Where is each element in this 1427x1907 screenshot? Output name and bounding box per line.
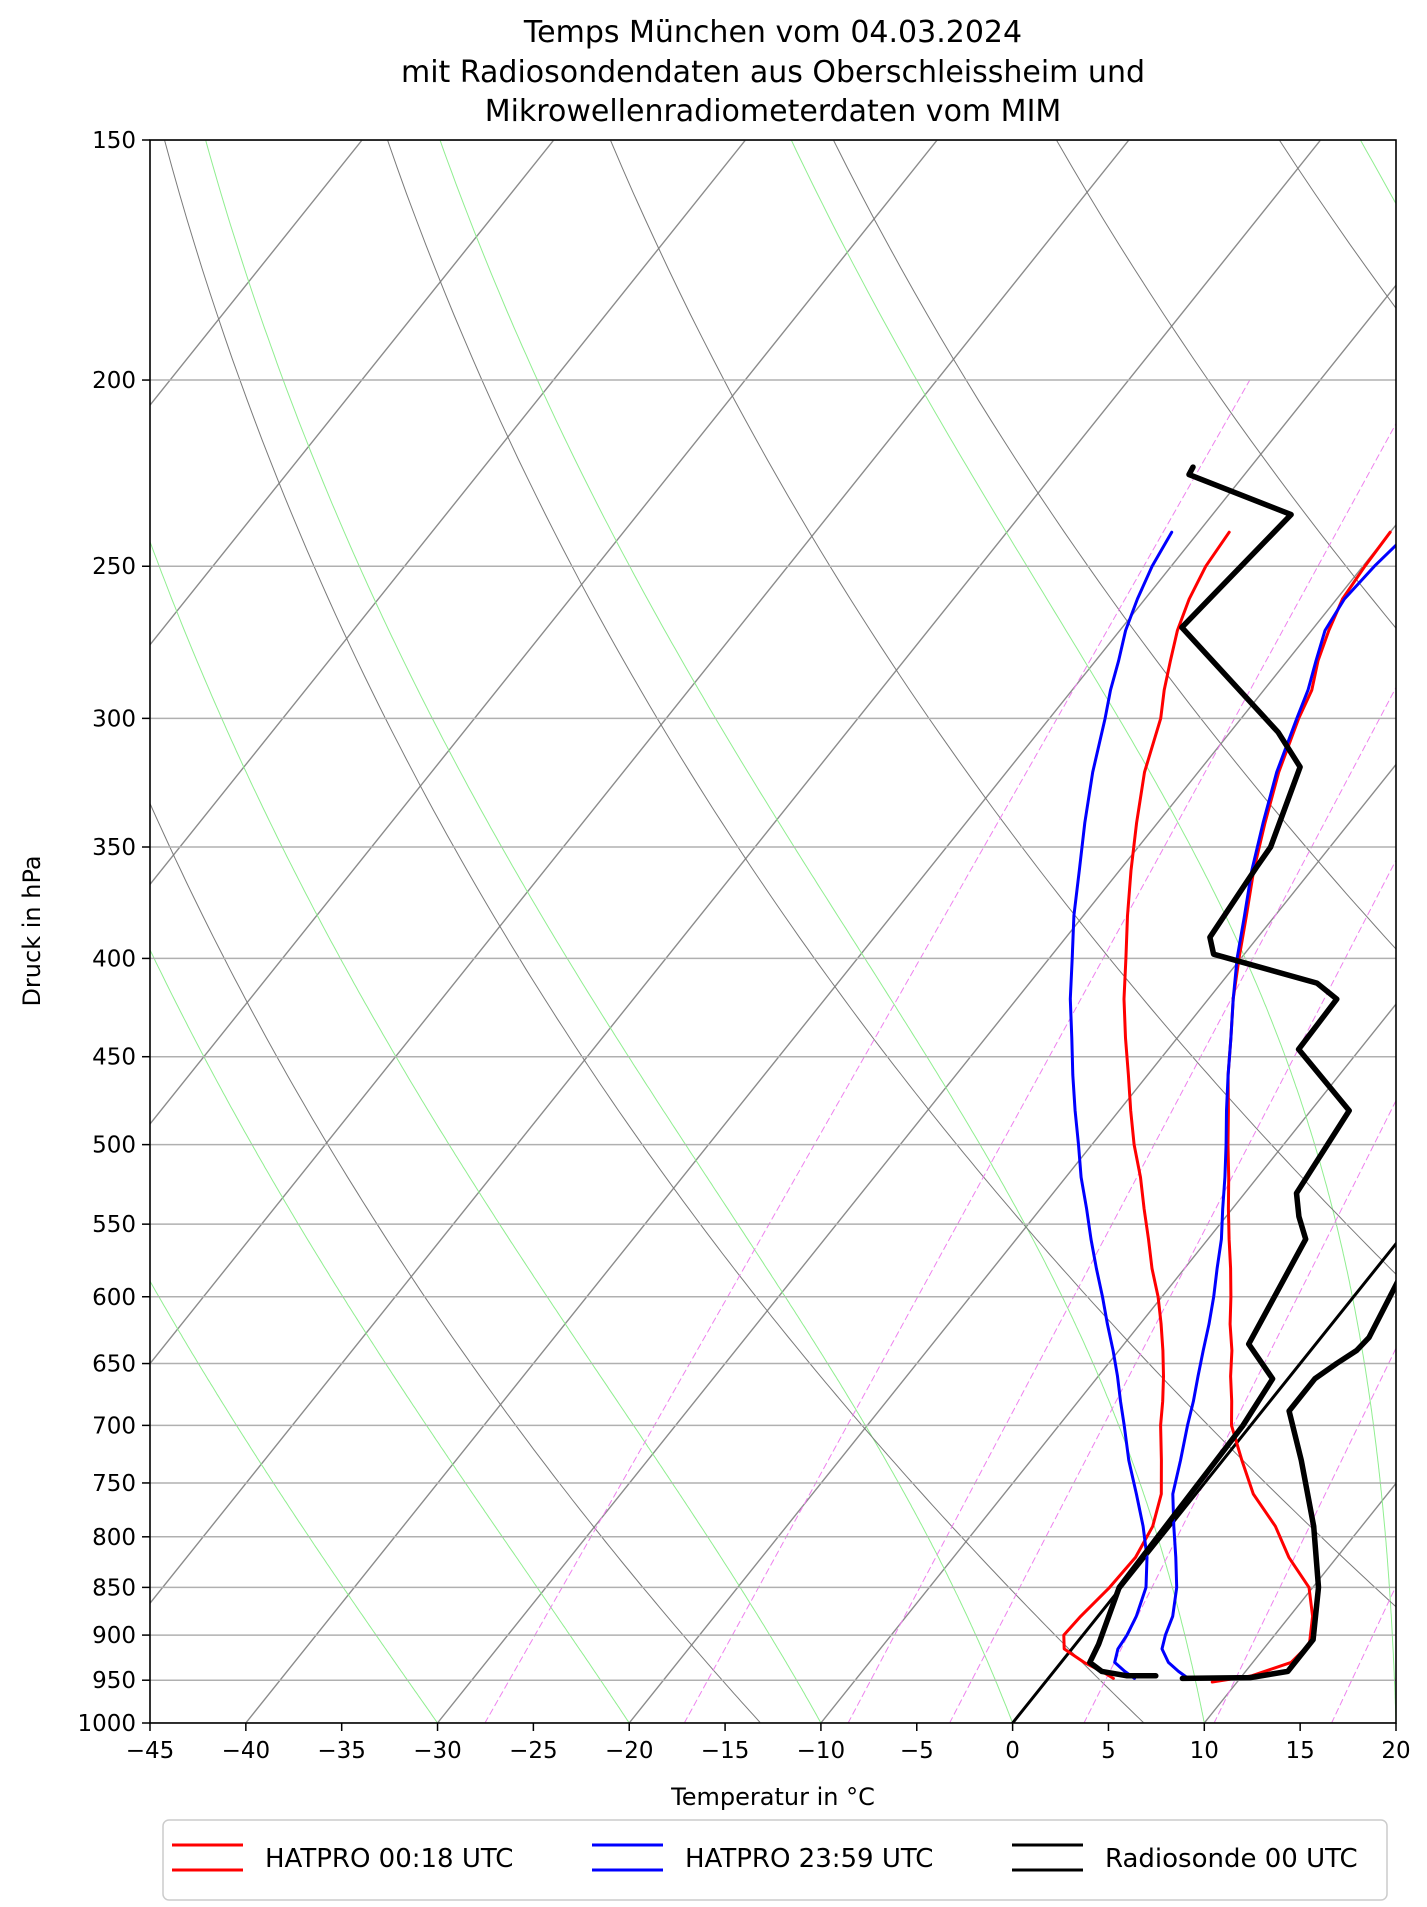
mixing-ratio-line bbox=[1331, 1585, 1396, 1723]
isotherm-line bbox=[820, 1003, 1396, 1723]
x-tick-label: −10 bbox=[797, 1738, 846, 1764]
y-tick-label: 200 bbox=[92, 368, 136, 394]
mixing-ratio-line bbox=[683, 422, 1396, 1723]
legend-item-hatpro-2359: HATPRO 23:59 UTC bbox=[592, 1843, 933, 1874]
mixing-ratio-line bbox=[484, 379, 1251, 1723]
series-line-4 bbox=[1068, 530, 1174, 1680]
y-tick-label: 350 bbox=[92, 835, 136, 861]
x-tick-label: −45 bbox=[126, 1738, 175, 1764]
mixing-ratio-line bbox=[1083, 1099, 1396, 1723]
series-line-6 bbox=[1087, 464, 1352, 1679]
y-tick-label: 450 bbox=[92, 1045, 136, 1071]
mixing-ratio-line bbox=[1418, 380, 1427, 1723]
mixing-ratio-line bbox=[1213, 1347, 1396, 1723]
x-tick-label: −30 bbox=[413, 1738, 462, 1764]
x-tick-label: 0 bbox=[1005, 1738, 1020, 1764]
title-line-1: Temps München vom 04.03.2024 bbox=[523, 15, 1022, 50]
isotherm-line bbox=[628, 763, 1396, 1723]
x-tick-label: 20 bbox=[1381, 1738, 1410, 1764]
y-tick-label: 650 bbox=[92, 1352, 136, 1378]
x-tick-label: −40 bbox=[222, 1738, 271, 1764]
x-tick-label: 5 bbox=[1101, 1738, 1116, 1764]
isotherm-line bbox=[150, 140, 747, 886]
chart-title: Temps München vom 04.03.2024 mit Radioso… bbox=[401, 15, 1145, 129]
legend-item-radiosonde: Radiosonde 00 UTC bbox=[1012, 1843, 1358, 1874]
y-axis: 150 200 250 300 350 400 450 500 550 600 650 700 750 8… bbox=[77, 128, 150, 1737]
x-tick-label: −25 bbox=[509, 1738, 558, 1764]
zero-isotherm-line bbox=[1011, 1241, 1396, 1723]
x-axis-label: Temperatur in °C bbox=[670, 1783, 875, 1811]
moist-adiabat-line bbox=[205, 140, 1014, 1723]
x-tick-label: −20 bbox=[605, 1738, 654, 1764]
y-tick-label: 700 bbox=[92, 1413, 136, 1439]
y-tick-label: 550 bbox=[92, 1212, 136, 1238]
x-tick-label: −35 bbox=[317, 1738, 366, 1764]
dry-adiabat-line bbox=[150, 802, 761, 1723]
y-tick-label: 250 bbox=[92, 554, 136, 580]
dry-adiabat-line bbox=[387, 140, 1396, 1608]
isotherm-line bbox=[245, 284, 1396, 1723]
moist-adiabat-line bbox=[790, 140, 1396, 1723]
isotherm-line bbox=[1203, 1482, 1396, 1723]
y-tick-label: 600 bbox=[92, 1285, 136, 1311]
y-tick-label: 800 bbox=[92, 1525, 136, 1551]
isotherm-line bbox=[150, 140, 1322, 1605]
series-line-5 bbox=[1179, 1278, 1396, 1682]
x-tick-label: −5 bbox=[900, 1738, 934, 1764]
legend-item-hatpro-0018: HATPRO 00:18 UTC bbox=[172, 1843, 513, 1874]
zero-isotherm bbox=[1011, 1241, 1396, 1723]
title-line-3: Mikrowellenradiometerdaten vom MIM bbox=[485, 94, 1062, 129]
y-tick-label: 400 bbox=[92, 946, 136, 972]
y-tick-label: 150 bbox=[92, 128, 136, 154]
series-line-1 bbox=[1210, 530, 1392, 1684]
legend-label-hatpro-2359: HATPRO 23:59 UTC bbox=[685, 1844, 933, 1874]
y-tick-label: 850 bbox=[92, 1575, 136, 1601]
moist-adiabat-line bbox=[150, 948, 630, 1723]
dry-adiabat-lines bbox=[150, 140, 1396, 1723]
y-tick-label: 950 bbox=[92, 1668, 136, 1694]
y-tick-label: 1000 bbox=[77, 1711, 136, 1737]
x-tick-label: 15 bbox=[1286, 1738, 1315, 1764]
data-series bbox=[1062, 464, 1396, 1684]
pressure-gridlines bbox=[150, 140, 1396, 1723]
isotherm-line bbox=[150, 140, 555, 646]
x-tick-label: −15 bbox=[701, 1738, 750, 1764]
isotherm-line bbox=[1395, 1721, 1396, 1723]
series-line-3 bbox=[1160, 543, 1396, 1680]
title-line-2: mit Radiosondendaten aus Oberschleisshei… bbox=[401, 55, 1145, 90]
moist-adiabat-line bbox=[150, 1280, 438, 1723]
y-tick-label: 750 bbox=[92, 1471, 136, 1497]
y-tick-label: 500 bbox=[92, 1133, 136, 1159]
y-tick-label: 300 bbox=[92, 706, 136, 732]
legend-label-hatpro-0018: HATPRO 00:18 UTC bbox=[265, 1844, 513, 1874]
isotherm-line bbox=[150, 140, 938, 1126]
legend-box bbox=[162, 1819, 1388, 1901]
dry-adiabat-line bbox=[1278, 140, 1396, 310]
isotherm-line bbox=[150, 140, 1130, 1365]
mixing-ratio-line bbox=[847, 686, 1396, 1723]
moist-adiabat-line bbox=[150, 540, 822, 1723]
mixing-ratio-lines bbox=[484, 379, 1427, 1723]
isotherm-line bbox=[150, 140, 363, 407]
dry-adiabat-line bbox=[832, 140, 1396, 950]
isotherm-line bbox=[436, 523, 1396, 1723]
plot-frame bbox=[149, 139, 1397, 1724]
dry-adiabat-line bbox=[164, 140, 1145, 1723]
legend: HATPRO 00:18 UTC HATPRO 23:59 UTC Radios… bbox=[162, 1819, 1388, 1901]
series-line-2 bbox=[1062, 530, 1231, 1680]
y-tick-label: 900 bbox=[92, 1623, 136, 1649]
legend-label-radiosonde: Radiosonde 00 UTC bbox=[1105, 1844, 1358, 1874]
x-axis: −45 −40 −35 −30 −25 −20 −15 −10 −5 0 5 10 15 20 bbox=[126, 1723, 1411, 1764]
x-tick-label: 10 bbox=[1190, 1738, 1219, 1764]
y-axis-label: Druck in hPa bbox=[18, 855, 46, 1006]
